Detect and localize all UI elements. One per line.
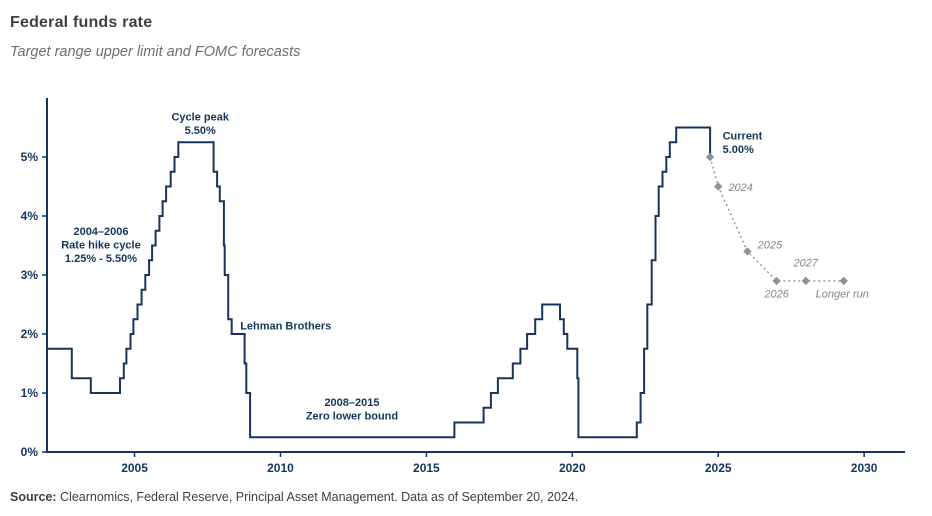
annotation-lehman-brothers: Lehman Brothers [240,320,331,332]
y-tick-label: 4% [21,209,39,223]
forecast-diamond [839,276,848,286]
annotation-label-2026: 2026 [763,288,789,300]
annotation-label-2025: 2025 [757,239,783,251]
y-tick-label: 1% [21,386,39,400]
y-tick-label: 3% [21,268,39,282]
page-title: Federal funds rate [10,14,153,31]
forecast-dotted-line [709,156,844,282]
x-tick-label: 2020 [559,461,586,475]
annotation-cycle-peak: Cycle peak 5.50% [171,111,229,137]
annotation-label-2024: 2024 [727,182,752,194]
forecast-diamond [772,276,781,286]
annotation-rate-hike-cycle: 2004–2006 Rate hike cycle 1.25% - 5.50% [61,226,141,265]
source-line: Source: Clearnomics, Federal Reserve, Pr… [10,490,578,504]
chart-svg: 2005 2010 2015 2020 2025 2030 0% 1% 2% 3% 4% 5% Cycl… [21,98,905,475]
annotation-zero-lower-bound: 2008–2015 Zero lower bound [306,397,398,423]
y-tick-label: 0% [21,445,39,459]
source-label: Source: [10,490,57,504]
page-subtitle: Target range upper limit and FOMC foreca… [10,44,301,60]
x-tick-label: 2005 [121,461,148,475]
forecast-diamond [714,182,723,191]
y-tick-label: 2% [21,327,39,341]
x-tick-label: 2025 [705,461,732,475]
annotation-label-2027: 2027 [793,258,819,270]
annotation-longer-run: Longer run [816,288,869,300]
source-text: Clearnomics, Federal Reserve, Principal … [56,490,579,504]
fed-funds-step-line [47,126,712,439]
y-tick-label: 5% [21,150,39,164]
x-tick-label: 2015 [413,461,440,475]
forecast-diamond [705,152,715,162]
forecast-diamond [801,276,810,286]
x-tick-label: 2010 [267,461,294,475]
annotation-current: Current 5.00% [723,130,763,156]
forecast-diamond [743,247,752,256]
x-tick-label: 2030 [851,461,878,475]
